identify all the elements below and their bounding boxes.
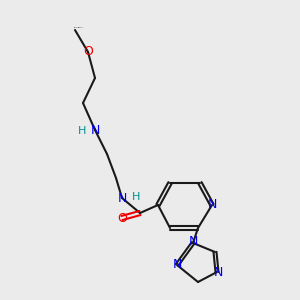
Text: H: H [78, 126, 87, 136]
Text: N: N [188, 235, 198, 248]
Text: N: N [214, 266, 223, 278]
Text: methoxy: methoxy [74, 27, 80, 28]
Text: N: N [172, 259, 182, 272]
Text: O: O [83, 45, 93, 58]
Text: N: N [118, 191, 128, 205]
Text: O: O [117, 212, 127, 224]
Text: H: H [132, 191, 141, 202]
Text: methoxy: methoxy [78, 27, 84, 28]
Text: N: N [207, 199, 217, 212]
Text: N: N [91, 124, 101, 136]
